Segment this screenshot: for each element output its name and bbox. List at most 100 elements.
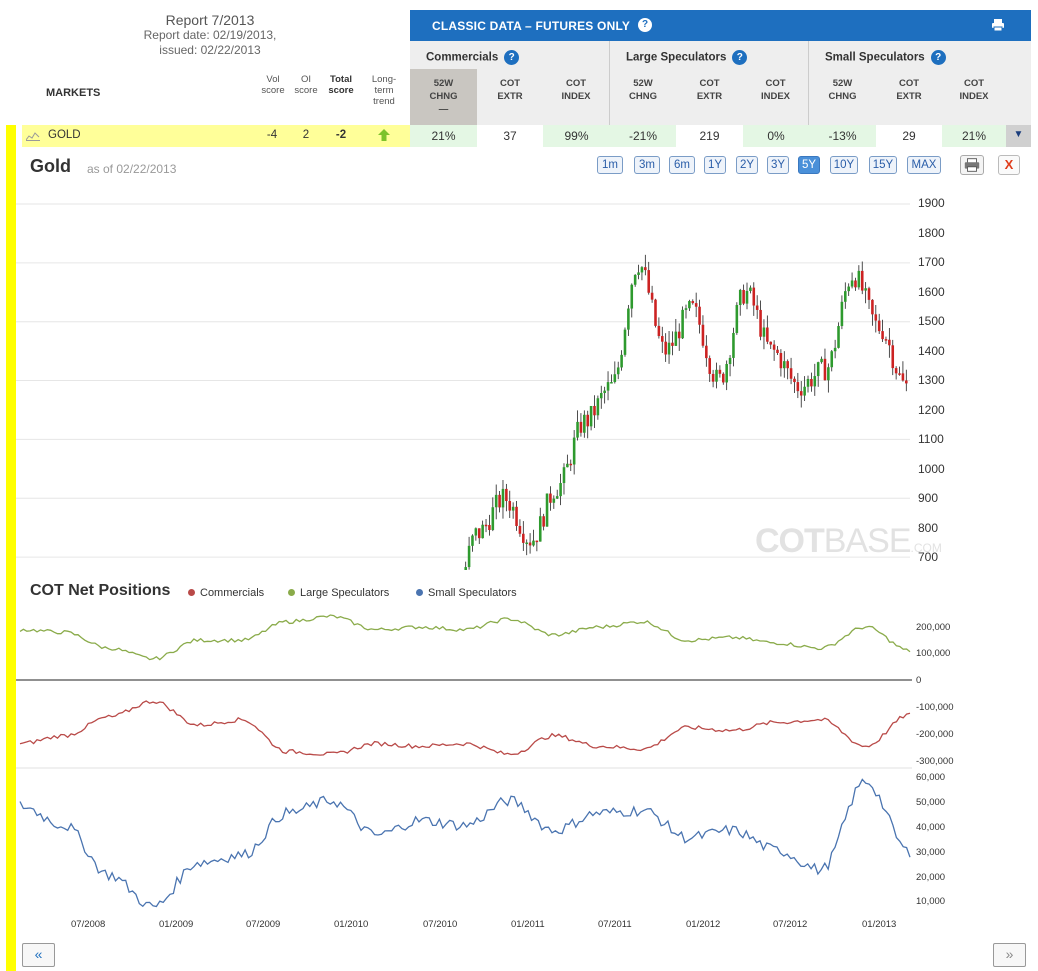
candle-body (627, 308, 630, 330)
candle-body (725, 364, 728, 383)
col-small-52w-chng[interactable]: 52W CHNG (809, 69, 876, 125)
range-button-15y[interactable]: 15Y (869, 156, 897, 174)
help-icon[interactable]: ? (732, 50, 748, 65)
x-axis-label: 01/2012 (686, 919, 721, 930)
col-large-52w-chng[interactable]: 52W CHNG (610, 69, 676, 125)
x-axis-label: 01/2010 (334, 919, 369, 930)
candle-body (820, 358, 823, 363)
candle-body (552, 498, 556, 503)
range-button-3y[interactable]: 3Y (767, 156, 789, 174)
candle-body (559, 483, 562, 497)
next-market-button[interactable]: » (993, 943, 1026, 967)
col-spacer (1006, 69, 1031, 125)
candle-body (854, 280, 857, 288)
candle-body (694, 303, 698, 307)
cotbase-watermark: COTBASE.COM (755, 522, 942, 561)
help-icon[interactable]: ? (504, 50, 520, 65)
commercial-tick: -100,000 (916, 702, 954, 713)
col-commercials-cot-extr[interactable]: COT EXTR (477, 69, 543, 125)
range-button-6m[interactable]: 6m (669, 156, 695, 174)
col-large-cot-index[interactable]: COT INDEX (743, 69, 809, 125)
chart-close-button[interactable]: X (998, 155, 1020, 175)
print-icon[interactable] (991, 18, 1005, 32)
col-small-cot-index[interactable]: COT INDEX (942, 69, 1006, 125)
x-axis-label: 07/2008 (71, 919, 106, 930)
candle-body (769, 341, 773, 345)
market-row-gold[interactable]: GOLD -4 2 -2 (22, 125, 410, 147)
candle-body (494, 494, 498, 508)
candle-body (640, 267, 644, 273)
candle-body (728, 357, 732, 365)
range-button-5y[interactable]: 5Y (798, 156, 820, 174)
candle-body (688, 301, 691, 309)
help-icon[interactable]: ? (638, 18, 652, 32)
candle-body (881, 331, 884, 340)
x-axis-label: 07/2010 (423, 919, 458, 930)
range-button-1y[interactable]: 1Y (704, 156, 726, 174)
long-term-trend-header[interactable]: Long- term trend (366, 74, 402, 107)
candle-body (586, 414, 589, 427)
candle-body (488, 525, 491, 531)
vol-score-header[interactable]: Vol score (255, 74, 291, 96)
legend-marker (416, 589, 423, 596)
total-score-header[interactable]: Total score (323, 74, 359, 96)
help-icon[interactable]: ? (930, 50, 946, 65)
range-button-2y[interactable]: 2Y (736, 156, 758, 174)
range-button-max[interactable]: MAX (907, 156, 941, 174)
report-info: Report 7/2013 Report date: 02/19/2013, i… (120, 12, 300, 58)
candle-body (691, 301, 695, 304)
candle-body (745, 290, 749, 304)
candle-body (599, 393, 603, 399)
candle-body (555, 496, 559, 499)
col-small-cot-extr[interactable]: COT EXTR (876, 69, 942, 125)
classic-data-title: CLASSIC DATA – FUTURES ONLY (432, 19, 631, 33)
candle-body (498, 494, 501, 508)
col-line2: INDEX (760, 91, 791, 102)
candle-body (721, 373, 725, 383)
candle-body (474, 528, 478, 536)
col-line1: COT (565, 78, 587, 89)
legend-large-speculators[interactable]: Large Speculators (288, 587, 389, 599)
candle-body (894, 368, 898, 374)
candle-body (857, 270, 861, 288)
candle-body (579, 421, 583, 433)
candle-body (583, 414, 586, 433)
large-spec-tick: 100,000 (916, 648, 951, 659)
candle-body (566, 463, 569, 468)
expand-toggle-button[interactable]: ▼ (1006, 125, 1031, 147)
oi-score-header[interactable]: OI score (288, 74, 324, 96)
candle-body (664, 341, 667, 355)
trend-header-line3: trend (373, 96, 395, 107)
small-spec-tick: 20,000 (916, 872, 946, 883)
range-button-1m[interactable]: 1m (597, 156, 623, 174)
col-commercials-52w-chng[interactable]: 52W CHNG — (410, 69, 477, 125)
small-spec-tick: 60,000 (916, 772, 946, 783)
print-icon (964, 158, 980, 172)
price-tick: 1600 (918, 285, 945, 299)
range-button-10y[interactable]: 10Y (830, 156, 858, 174)
candle-body (810, 378, 813, 387)
legend-small-speculators[interactable]: Small Speculators (416, 587, 517, 599)
candle-body (681, 309, 684, 339)
col-line1: COT (699, 78, 720, 89)
range-button-3m[interactable]: 3m (634, 156, 660, 174)
col-large-cot-extr[interactable]: COT EXTR (676, 69, 743, 125)
candle-body (667, 342, 671, 355)
col-commercials-cot-index[interactable]: COT INDEX (543, 69, 610, 125)
candle-body (776, 349, 779, 354)
candle-body (827, 367, 830, 381)
candle-body (674, 331, 678, 346)
previous-market-button[interactable]: « (22, 943, 55, 967)
col-line2: INDEX (959, 91, 989, 102)
candle-body (569, 463, 573, 466)
commercials-line (19, 700, 911, 756)
large-spec-tick: 0 (916, 675, 922, 686)
candle-body (654, 299, 657, 326)
candle-body (738, 289, 742, 306)
legend-commercials[interactable]: Commercials (188, 587, 264, 599)
candle-body (752, 287, 756, 306)
large-speculators-line (19, 614, 911, 661)
col-line2: CHNG (629, 91, 657, 102)
chart-print-button[interactable] (960, 155, 984, 175)
candle-body (806, 378, 810, 387)
